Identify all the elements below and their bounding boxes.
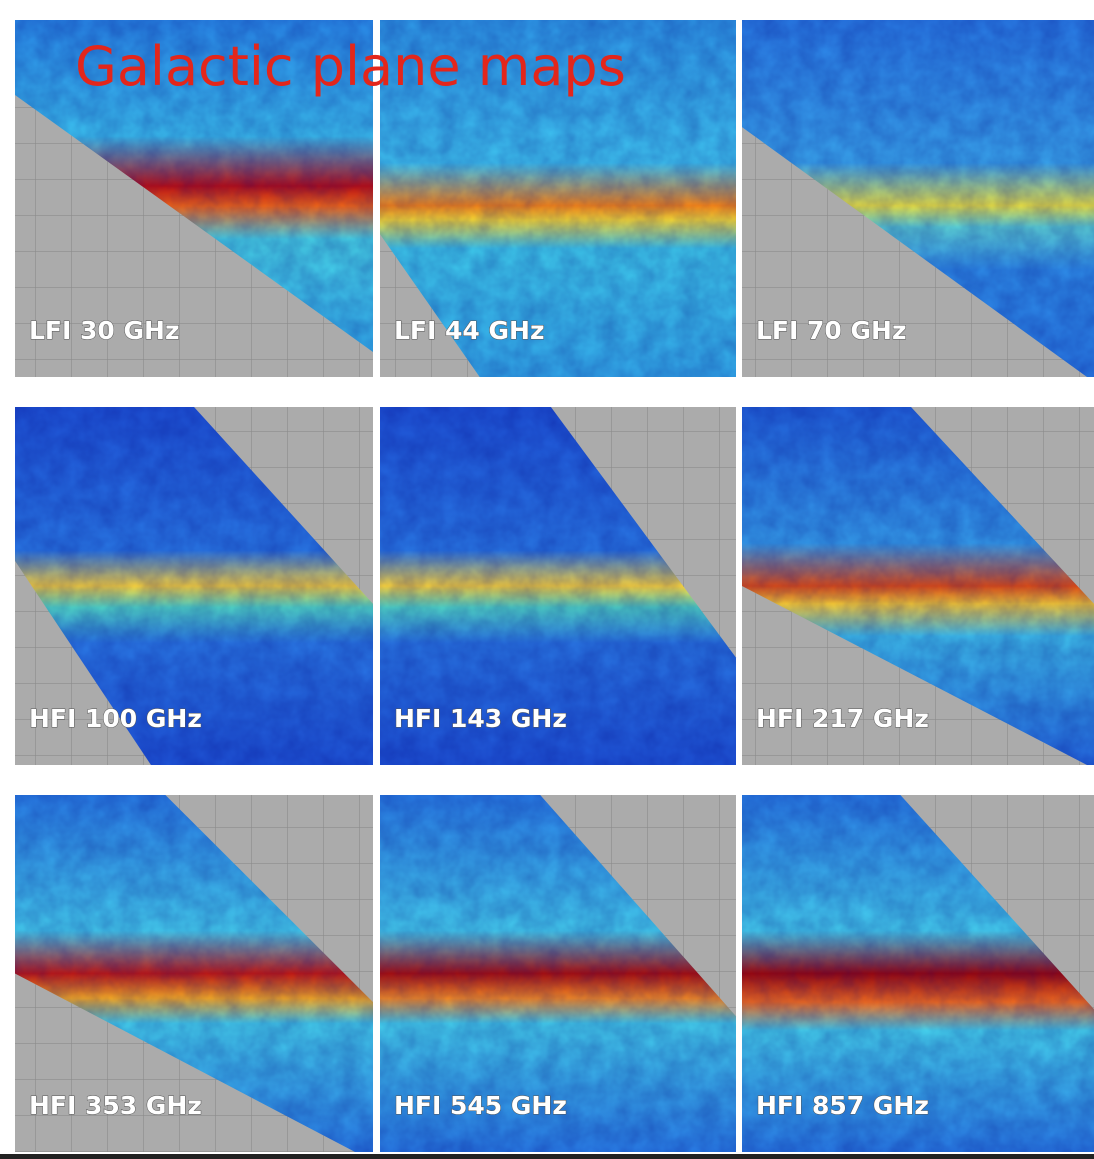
- panel-label: HFI 100 GHz: [29, 704, 202, 733]
- sky-panel: HFI 143 GHz: [380, 407, 736, 765]
- panel-label: HFI 545 GHz: [394, 1091, 567, 1120]
- sky-panel: HFI 100 GHz: [15, 407, 373, 765]
- sky-panel: HFI 353 GHz: [15, 795, 373, 1152]
- sky-panel: LFI 70 GHz: [742, 20, 1094, 377]
- panel-label: HFI 217 GHz: [756, 704, 929, 733]
- panel-label: LFI 44 GHz: [394, 316, 545, 345]
- title: Galactic plane maps: [75, 35, 626, 98]
- panel-label: HFI 857 GHz: [756, 1091, 929, 1120]
- sky-panel: HFI 857 GHz: [742, 795, 1094, 1152]
- panel-label: HFI 353 GHz: [29, 1091, 202, 1120]
- panel-grid: LFI 30 GHz LFI 44 GHz LFI 70 GHz HFI 100 GH…: [15, 20, 1094, 1152]
- figure: LFI 30 GHz LFI 44 GHz LFI 70 GHz HFI 100 GH…: [0, 0, 1094, 1159]
- sky-panel: HFI 545 GHz: [380, 795, 736, 1152]
- panel-label: HFI 143 GHz: [394, 704, 567, 733]
- panel-label: LFI 70 GHz: [756, 316, 907, 345]
- panel-label: LFI 30 GHz: [29, 316, 180, 345]
- bottom-edge: [0, 1154, 1094, 1159]
- sky-panel: HFI 217 GHz: [742, 407, 1094, 765]
